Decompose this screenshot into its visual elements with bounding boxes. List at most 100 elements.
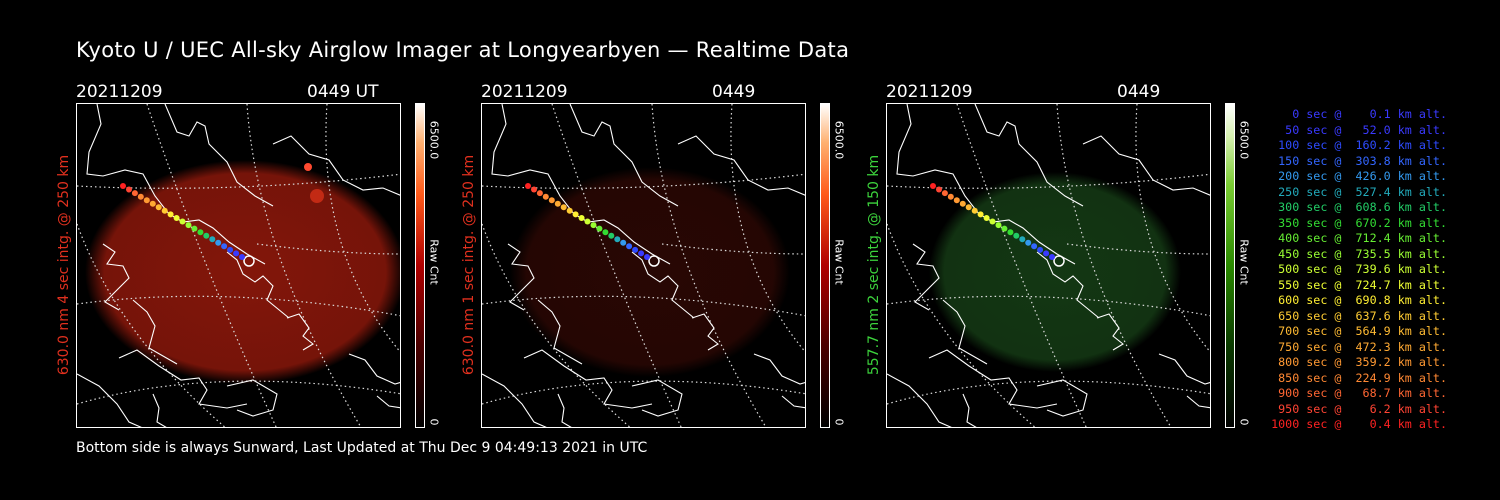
trajectory-point <box>536 190 543 197</box>
station-marker <box>648 255 660 267</box>
coastline <box>942 299 988 365</box>
coastline <box>896 104 1076 265</box>
latlon-gridline <box>661 243 805 255</box>
trajectory-point <box>233 250 240 257</box>
trajectory-point <box>572 211 579 218</box>
trajectory-point <box>959 200 966 207</box>
latlon-gridline <box>146 104 277 427</box>
trajectory-point <box>566 207 573 214</box>
trajectory-point <box>644 254 650 260</box>
allsky-map <box>481 103 806 428</box>
coastline <box>226 251 290 319</box>
trajectory-point <box>638 250 645 257</box>
trajectory-point <box>239 254 245 260</box>
coastline <box>569 104 679 207</box>
trajectory-point <box>137 193 144 200</box>
trajectory-point <box>590 222 597 229</box>
trajectory-point <box>542 193 549 200</box>
coastline <box>348 353 400 385</box>
trajectory-point <box>227 246 234 253</box>
trajectory-point <box>1043 250 1050 257</box>
coastline <box>523 349 653 409</box>
trajectory-point <box>620 239 627 246</box>
trajectory-point <box>578 215 585 221</box>
coastline <box>118 349 248 409</box>
panel-date: 20211209 <box>76 82 163 102</box>
legend-row: 300 sec @ 608.6 km alt. <box>1271 200 1447 214</box>
coastline <box>86 104 266 265</box>
coastline <box>482 373 547 427</box>
trajectory-point <box>120 183 126 189</box>
trajectory-point <box>971 207 978 214</box>
coastline <box>376 395 400 409</box>
colorbar-min-label: 0 <box>1237 418 1251 426</box>
legend-row: 250 sec @ 527.4 km alt. <box>1271 184 1447 199</box>
coastline <box>928 349 1058 409</box>
coastline <box>507 243 535 311</box>
coastline <box>226 379 278 417</box>
legend-row: 850 sec @ 224.9 km alt. <box>1271 370 1447 385</box>
coastline <box>691 313 719 351</box>
colorbar-max-label: 6500.0 <box>832 120 846 160</box>
trajectory-point <box>989 218 996 225</box>
trajectory-point <box>1001 225 1008 232</box>
legend-row: 0 sec @ 0.1 km alt. <box>1271 107 1447 121</box>
allsky-image <box>482 104 805 427</box>
trajectory-point <box>143 197 150 204</box>
station-marker <box>243 255 255 267</box>
trajectory-point <box>203 232 210 239</box>
trajectory-point <box>947 193 954 200</box>
trajectory-point <box>1019 236 1026 243</box>
coastline <box>887 373 952 427</box>
latlon-gridline <box>730 104 805 353</box>
trajectory-point <box>554 200 561 207</box>
allsky-map <box>886 103 1211 428</box>
legend-row: 700 sec @ 564.9 km alt. <box>1271 324 1447 338</box>
legend-row: 750 sec @ 472.3 km alt. <box>1271 339 1447 354</box>
legend-row: 900 sec @ 68.7 km alt. <box>1271 386 1447 400</box>
colorbar-min-label: 0 <box>832 418 846 426</box>
coastline <box>132 299 178 365</box>
allsky-map <box>76 103 401 428</box>
coastline <box>1186 395 1210 409</box>
footer-note: Bottom side is always Sunward, Last Upda… <box>76 440 648 456</box>
trajectory-point <box>1013 232 1020 239</box>
coastline <box>286 313 314 351</box>
latlon-gridline <box>1066 243 1210 255</box>
panel-wavelength-label: 557.7 nm 2 sec intg. @ 150 km <box>866 154 882 376</box>
colorbar-unit-label: Raw Cnt <box>832 239 846 285</box>
legend-row: 1000 sec @ 0.4 km alt. <box>1271 417 1447 431</box>
trajectory-point <box>191 225 198 232</box>
latlon-gridline <box>77 295 400 317</box>
legend-row: 150 sec @ 303.8 km alt. <box>1271 153 1447 168</box>
latlon-gridline <box>887 295 1210 317</box>
trajectory-point <box>1031 243 1038 250</box>
trajectory-point <box>936 186 942 193</box>
trajectory-point <box>1025 239 1032 246</box>
legend-row: 550 sec @ 724.7 km alt. <box>1271 277 1447 292</box>
colorbar-unit-label: Raw Cnt <box>427 239 441 285</box>
trajectory-point <box>632 246 639 253</box>
panel-1: 20211209 0449 UT 630.0 nm 4 sec intg. @ … <box>0 0 441 440</box>
legend-row: 400 sec @ 712.4 km alt. <box>1271 231 1447 245</box>
coastline <box>272 135 400 196</box>
legend-row: 950 sec @ 6.2 km alt. <box>1271 401 1447 416</box>
coastline <box>753 353 805 385</box>
latlon-gridline <box>551 104 682 427</box>
trajectory-point <box>1049 254 1055 260</box>
coastline <box>152 393 167 427</box>
latlon-gridline <box>325 104 400 353</box>
trajectory-point <box>584 218 591 225</box>
latlon-gridline <box>1135 104 1210 353</box>
colorbar <box>415 103 425 428</box>
trajectory-point <box>209 236 216 243</box>
colorbar <box>820 103 830 428</box>
coastline <box>631 379 683 417</box>
trajectory-point <box>995 222 1002 229</box>
coastline <box>1096 313 1124 351</box>
latlon-gridline <box>256 243 400 255</box>
coastline <box>557 393 572 427</box>
trajectory-point <box>941 190 948 197</box>
trajectory-point <box>221 243 228 250</box>
trajectory-point <box>983 215 990 221</box>
